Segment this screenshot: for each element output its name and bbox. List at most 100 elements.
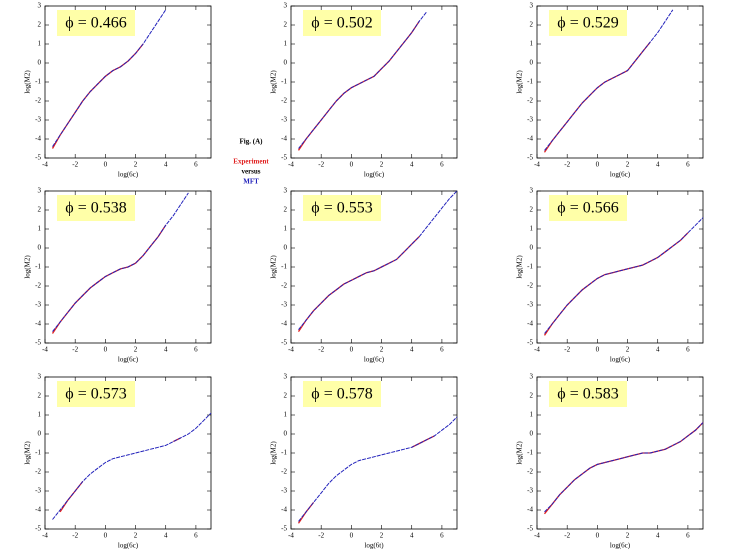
y-tick-label: 0 [38,59,42,67]
y-tick-label: 2 [38,206,42,214]
y-axis-label: log(M2) [24,441,32,465]
x-tick-label: -2 [318,346,324,354]
series-line [52,9,167,147]
x-tick-label: -4 [288,346,294,354]
x-tick-label: -2 [72,532,78,540]
x-tick-label: 4 [164,532,168,540]
y-tick-label: 2 [38,21,42,29]
y-tick-label: 3 [530,2,534,10]
title-box [549,381,627,407]
y-tick-label: -1 [527,78,533,86]
x-axis-label: log(6c) [610,542,631,550]
y-tick-label: 0 [284,59,288,67]
y-tick-label: 1 [284,40,288,48]
x-tick-label: 4 [164,346,168,354]
y-tick-label: 1 [530,225,534,233]
y-tick-label: -4 [281,320,287,328]
y-axis-label: log(M2) [270,441,278,465]
x-tick-label: 0 [104,161,108,169]
y-tick-label: 3 [38,373,42,381]
y-tick-label: -3 [281,116,287,124]
chart-title: ϕ = 0.538 [65,200,126,217]
x-tick-label: 4 [410,532,414,540]
chart-title: ϕ = 0.466 [65,15,126,32]
chart-title: ϕ = 0.578 [311,386,372,403]
x-tick-label: 0 [350,532,354,540]
x-tick-label: 2 [380,532,384,540]
y-tick-label: 2 [38,392,42,400]
x-tick-label: -4 [534,532,540,540]
y-tick-label: -5 [35,339,41,347]
y-tick-label: 1 [284,411,288,419]
y-tick-label: -4 [527,506,533,514]
y-tick-label: 1 [530,40,534,48]
x-tick-label: -4 [534,161,540,169]
series-line [544,217,704,334]
y-tick-label: 0 [284,244,288,252]
y-tick-label: -1 [35,449,41,457]
chart-title: ϕ = 0.553 [311,200,372,217]
y-tick-label: 2 [530,206,534,214]
x-tick-label: 2 [626,161,630,169]
y-tick-label: -5 [35,154,41,162]
y-axis-label: log(M2) [516,255,524,279]
y-tick-label: -3 [281,487,287,495]
y-tick-label: -2 [527,468,533,476]
series-line [543,422,704,515]
x-tick-label: 6 [194,532,198,540]
series-line [52,412,212,520]
series-line [298,11,428,149]
y-tick-label: -3 [35,487,41,495]
series-line [543,232,689,336]
y-tick-label: 3 [530,373,534,381]
y-tick-label: -4 [527,320,533,328]
y-tick-label: -3 [527,487,533,495]
y-tick-label: -1 [281,78,287,86]
x-tick-label: -4 [288,532,294,540]
y-tick-label: -2 [281,282,287,290]
chart-title: ϕ = 0.502 [311,15,372,32]
x-tick-label: 6 [686,346,690,354]
x-tick-label: 4 [410,346,414,354]
x-tick-label: 6 [440,532,444,540]
chart-title: ϕ = 0.566 [557,200,618,217]
x-tick-label: -2 [564,161,570,169]
y-tick-label: -2 [527,282,533,290]
x-tick-label: 6 [194,346,198,354]
y-tick-label: -4 [35,135,41,143]
x-tick-label: 6 [194,161,198,169]
y-tick-label: -4 [35,506,41,514]
y-tick-label: 0 [38,244,42,252]
x-tick-label: 2 [134,161,138,169]
y-tick-label: -3 [281,301,287,309]
y-tick-label: 1 [530,411,534,419]
x-tick-label: 6 [686,161,690,169]
legend-connector: versus [241,168,260,176]
y-axis-label: log(M2) [24,70,32,94]
y-tick-label: 1 [38,225,42,233]
series-line [298,416,458,522]
legend-entry: Experiment [233,158,269,166]
series-line [297,236,420,332]
title-box [57,10,135,36]
x-tick-label: 4 [410,161,414,169]
chart-title: ϕ = 0.573 [65,386,126,403]
y-axis-label: log(M2) [516,70,524,94]
x-tick-label: 6 [440,346,444,354]
y-tick-label: -5 [527,525,533,533]
y-tick-label: -3 [35,301,41,309]
x-axis-label: log(6c) [364,171,385,179]
y-tick-label: 2 [284,206,288,214]
x-tick-label: 2 [626,346,630,354]
y-tick-label: -5 [35,525,41,533]
y-tick-label: -5 [281,339,287,347]
y-tick-label: 2 [284,392,288,400]
title-box [549,195,627,221]
y-tick-label: 3 [38,2,42,10]
series-line [297,435,435,524]
series-line [298,190,458,331]
y-tick-label: 0 [530,244,534,252]
y-tick-label: -5 [527,154,533,162]
x-tick-label: 0 [596,346,600,354]
x-tick-label: 0 [596,532,600,540]
